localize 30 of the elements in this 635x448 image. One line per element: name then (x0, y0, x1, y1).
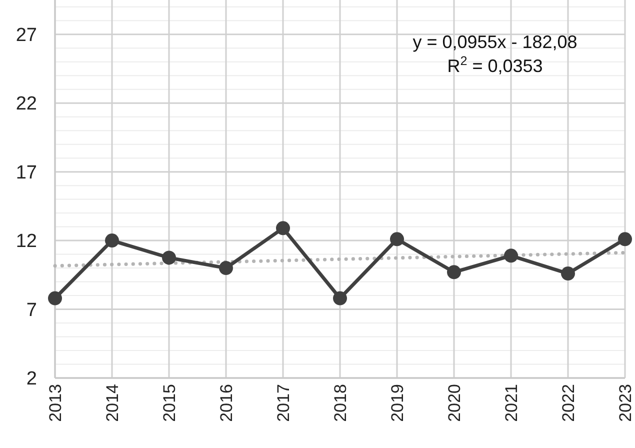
y-tick-label: 12 (16, 231, 37, 252)
y-tick-label: 22 (16, 94, 37, 115)
x-tick-label: 2013 (46, 384, 65, 422)
x-tick-label: 2018 (330, 384, 350, 422)
point (162, 250, 176, 265)
x-tick-label: 2014 (102, 384, 122, 422)
point (390, 232, 404, 246)
x-tick-label: 2020 (444, 384, 464, 422)
x-tick-label: 2017 (274, 384, 293, 422)
y-tick-label: 17 (16, 162, 37, 184)
x-tick-label: 2019 (388, 384, 407, 422)
point (276, 221, 290, 236)
point (561, 266, 575, 281)
point (333, 291, 347, 306)
point (219, 261, 233, 276)
point (447, 265, 461, 280)
point (504, 248, 518, 263)
point (48, 291, 62, 306)
point (105, 234, 119, 248)
point (618, 232, 632, 246)
x-tick-label: 2016 (216, 384, 236, 422)
y-tick-label: 27 (16, 25, 37, 46)
annotation: R$^{2}$ = 0,0353 (447, 54, 543, 76)
y-tick-label: 2 (26, 368, 37, 390)
x-tick-label: 2015 (160, 384, 179, 422)
x-tick-label: 2021 (502, 384, 521, 422)
y-tick-label: 7 (26, 300, 37, 321)
annotation: y = 0,0955x - 182,08 (412, 32, 578, 52)
x-tick-label: 2022 (558, 384, 578, 422)
x-tick-label: 2023 (616, 384, 635, 422)
